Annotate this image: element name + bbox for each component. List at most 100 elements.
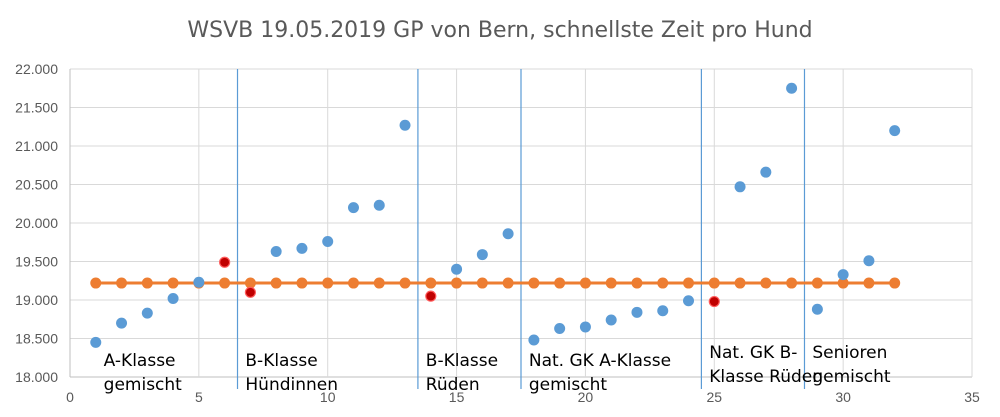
data-points <box>90 82 901 348</box>
data-point <box>605 314 617 326</box>
reference-point <box>631 277 643 289</box>
y-tick-label: 18.000 <box>15 369 58 385</box>
y-tick-label: 21.000 <box>15 138 58 154</box>
data-point <box>347 202 359 214</box>
data-point <box>863 255 875 267</box>
x-tick-label: 0 <box>66 389 74 405</box>
data-point <box>116 317 128 329</box>
data-point <box>631 306 643 318</box>
reference-point <box>270 277 282 289</box>
reference-point <box>476 277 488 289</box>
group-label: Nat. GK A-Klasse <box>529 351 671 371</box>
x-tick-label: 5 <box>195 389 203 405</box>
data-point <box>270 245 282 257</box>
reference-point <box>244 277 256 289</box>
group-labels: A-Klasse gemischt B-Klasse Hündinnen B-Klass… <box>104 343 891 395</box>
reference-point <box>683 277 695 289</box>
data-point <box>889 125 901 137</box>
y-tick-label: 19.500 <box>15 254 58 270</box>
reference-line-layer <box>90 277 901 289</box>
highlighted-data-point <box>425 290 437 302</box>
reference-point <box>399 277 411 289</box>
data-point <box>296 242 308 254</box>
reference-point <box>786 277 798 289</box>
data-point <box>193 276 205 288</box>
reference-point <box>863 277 875 289</box>
data-point <box>811 303 823 315</box>
y-tick-label: 20.000 <box>15 215 58 231</box>
reference-point <box>451 277 463 289</box>
reference-point <box>116 277 128 289</box>
group-label: gemischt <box>529 375 608 395</box>
data-point <box>167 292 179 304</box>
group-label: B-Klasse <box>426 351 498 371</box>
group-label: gemischt <box>812 367 891 387</box>
x-tick-label: 20 <box>578 389 594 405</box>
tick-labels: 18.000 18.500 19.000 19.500 20.000 20.500 21.0… <box>15 61 980 405</box>
data-point <box>554 322 566 334</box>
x-tick-label: 10 <box>320 389 336 405</box>
y-tick-label: 21.500 <box>15 100 58 116</box>
data-point <box>90 336 102 348</box>
data-point <box>476 249 488 261</box>
reference-point <box>734 277 746 289</box>
data-point <box>399 119 411 131</box>
data-point <box>657 305 669 317</box>
x-tick-label: 30 <box>835 389 851 405</box>
data-point <box>786 82 798 94</box>
group-label: Senioren <box>812 343 887 363</box>
chart-title: WSVB 19.05.2019 GP von Bern, schnellste … <box>187 18 812 43</box>
group-label: Rüden <box>426 375 480 395</box>
group-label: Klasse Rüden <box>709 367 823 387</box>
data-point <box>683 295 695 307</box>
reference-point <box>141 277 153 289</box>
reference-point <box>528 277 540 289</box>
y-tick-label: 22.000 <box>15 61 58 77</box>
reference-point <box>605 277 617 289</box>
data-point <box>502 228 514 240</box>
reference-point <box>219 277 231 289</box>
group-label: A-Klasse <box>104 351 176 371</box>
reference-point <box>760 277 772 289</box>
data-point <box>837 269 849 281</box>
y-tick-label: 20.500 <box>15 177 58 193</box>
highlighted-data-point <box>219 256 231 268</box>
reference-point <box>708 277 720 289</box>
reference-point <box>657 277 669 289</box>
data-point <box>451 263 463 275</box>
data-point <box>579 321 591 333</box>
reference-point <box>425 277 437 289</box>
reference-point <box>837 277 849 289</box>
reference-point <box>347 277 359 289</box>
y-tick-label: 19.000 <box>15 292 58 308</box>
data-point <box>322 235 334 247</box>
group-label: Nat. GK B- <box>709 343 797 363</box>
reference-point <box>322 277 334 289</box>
reference-point <box>296 277 308 289</box>
highlighted-data-point <box>244 286 256 298</box>
x-tick-label: 25 <box>706 389 722 405</box>
highlighted-data-point <box>708 295 720 308</box>
data-point <box>528 334 540 346</box>
reference-point <box>373 277 385 289</box>
group-label: Hündinnen <box>245 375 338 395</box>
x-tick-label: 35 <box>964 389 980 405</box>
reference-point <box>502 277 514 289</box>
reference-point <box>579 277 591 289</box>
data-point <box>734 181 746 193</box>
reference-point <box>167 277 179 289</box>
x-tick-label: 15 <box>449 389 465 405</box>
group-label: B-Klasse <box>245 351 317 371</box>
data-point <box>373 199 385 211</box>
reference-point <box>811 277 823 289</box>
reference-point <box>90 277 102 289</box>
reference-point <box>889 277 901 289</box>
data-point <box>760 166 772 178</box>
reference-point <box>554 277 566 289</box>
y-tick-label: 18.500 <box>15 331 58 347</box>
group-separators <box>236 69 806 389</box>
data-point <box>141 307 153 319</box>
group-label: gemischt <box>104 375 183 395</box>
